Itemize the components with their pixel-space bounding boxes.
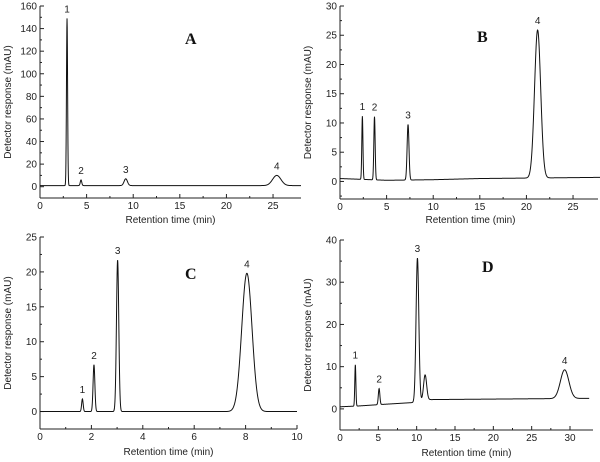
peak-label: 4 <box>244 259 250 270</box>
panel-C: 0 2 4 6 8 10 0 5 10 15 20 25 Retention time (min) Det… <box>3 233 303 459</box>
y-tick-label: 0 <box>31 182 37 193</box>
x-axis-label: Retention time (min) <box>123 447 213 458</box>
y-axis-label: Detector response (mAU) <box>3 276 14 389</box>
x-tick-label: 8 <box>243 432 249 443</box>
x-tick-label: 10 <box>291 432 303 443</box>
x-tick-label: 15 <box>474 202 486 213</box>
x-tick-label: 20 <box>221 201 233 212</box>
panel-D: 0 5 10 15 20 25 30 0 10 20 30 40 Retention time (min… <box>303 236 593 459</box>
panel-letter: D <box>482 259 494 276</box>
y-tick-label: 20 <box>26 160 38 171</box>
y-tick-label: 140 <box>20 24 37 35</box>
chromatogram-trace <box>339 29 600 181</box>
y-tick-label: 5 <box>31 372 37 383</box>
y-tick-label: 15 <box>26 302 38 313</box>
peak-label: 2 <box>376 375 382 386</box>
x-tick-label: 20 <box>488 433 500 444</box>
y-tick-label: 40 <box>26 137 38 148</box>
x-tick-label: 0 <box>337 433 343 444</box>
y-tick-label: 0 <box>31 407 37 418</box>
x-tick-label: 10 <box>428 202 440 213</box>
x-tick-label: 30 <box>564 433 576 444</box>
y-tick-label: 10 <box>326 118 338 129</box>
peak-label: 1 <box>64 4 70 15</box>
y-tick-label: 20 <box>26 267 38 278</box>
x-tick-label: 6 <box>191 432 197 443</box>
peak-label: 1 <box>80 385 86 396</box>
x-tick-label: 2 <box>89 432 95 443</box>
chromatogram-trace <box>339 258 590 408</box>
x-tick-label: 25 <box>267 201 279 212</box>
x-tick-label: 0 <box>37 201 43 212</box>
y-tick-label: 60 <box>26 114 38 125</box>
x-tick-label: 5 <box>384 202 390 213</box>
y-tick-label: 10 <box>26 337 38 348</box>
peak-label: 4 <box>562 356 568 367</box>
y-tick-label: 120 <box>20 47 37 58</box>
y-tick-label: 10 <box>326 362 338 373</box>
panel-B: 0 5 10 15 20 25 0 5 10 15 20 25 30 Retention time (mi… <box>303 2 600 226</box>
y-tick-label: 20 <box>326 60 338 71</box>
y-tick-label: 25 <box>26 233 38 244</box>
peak-label: 4 <box>535 16 541 27</box>
x-axis-label: Retention time (min) <box>125 215 215 226</box>
peak-label: 2 <box>91 351 97 362</box>
panel-letter: C <box>185 266 197 283</box>
x-tick-label: 5 <box>84 201 90 212</box>
y-axis-label: Detector response (mAU) <box>303 278 314 391</box>
x-tick-label: 25 <box>567 202 579 213</box>
y-tick-label: 160 <box>20 2 37 13</box>
y-tick-label: 0 <box>331 404 337 415</box>
x-tick-label: 5 <box>376 433 382 444</box>
y-tick-label: 100 <box>20 69 37 80</box>
y-axis-label: Detector response (mAU) <box>303 46 314 159</box>
x-tick-label: 15 <box>449 433 461 444</box>
panel-A: 0 5 10 15 20 25 0 20 40 60 80 100 120 140 160 Retention… <box>3 2 301 226</box>
x-tick-label: 0 <box>337 202 343 213</box>
peak-label: 2 <box>78 166 84 177</box>
peak-label: 3 <box>115 246 121 257</box>
x-tick-label: 0 <box>37 432 43 443</box>
y-tick-label: 80 <box>26 92 38 103</box>
y-tick-label: 40 <box>326 236 338 247</box>
panel-letter: A <box>185 31 197 48</box>
x-tick-label: 25 <box>526 433 538 444</box>
y-tick-label: 25 <box>326 31 338 42</box>
y-axis-label: Detector response (mAU) <box>3 45 14 158</box>
peak-label: 2 <box>372 103 378 114</box>
x-tick-label: 10 <box>411 433 423 444</box>
x-axis-label: Retention time (min) <box>421 448 511 459</box>
x-tick-label: 10 <box>128 201 140 212</box>
y-tick-label: 5 <box>331 148 337 159</box>
y-tick-label: 0 <box>331 177 337 188</box>
peak-label: 3 <box>123 165 129 176</box>
panel-letter: B <box>477 29 488 46</box>
peak-label: 1 <box>360 102 366 113</box>
chromatogram-trace <box>40 18 301 187</box>
peak-label: 4 <box>274 161 280 172</box>
peak-label: 3 <box>415 244 421 255</box>
y-tick-label: 20 <box>326 320 338 331</box>
x-tick-label: 4 <box>140 432 146 443</box>
y-tick-label: 30 <box>326 2 338 13</box>
x-tick-label: 20 <box>521 202 533 213</box>
chromatogram-trace <box>40 260 297 413</box>
x-tick-label: 15 <box>174 201 186 212</box>
peak-label: 3 <box>405 110 411 121</box>
x-axis-label: Retention time (min) <box>425 215 515 226</box>
y-tick-label: 30 <box>326 278 338 289</box>
peak-label: 1 <box>353 351 359 362</box>
y-tick-label: 15 <box>326 89 338 100</box>
